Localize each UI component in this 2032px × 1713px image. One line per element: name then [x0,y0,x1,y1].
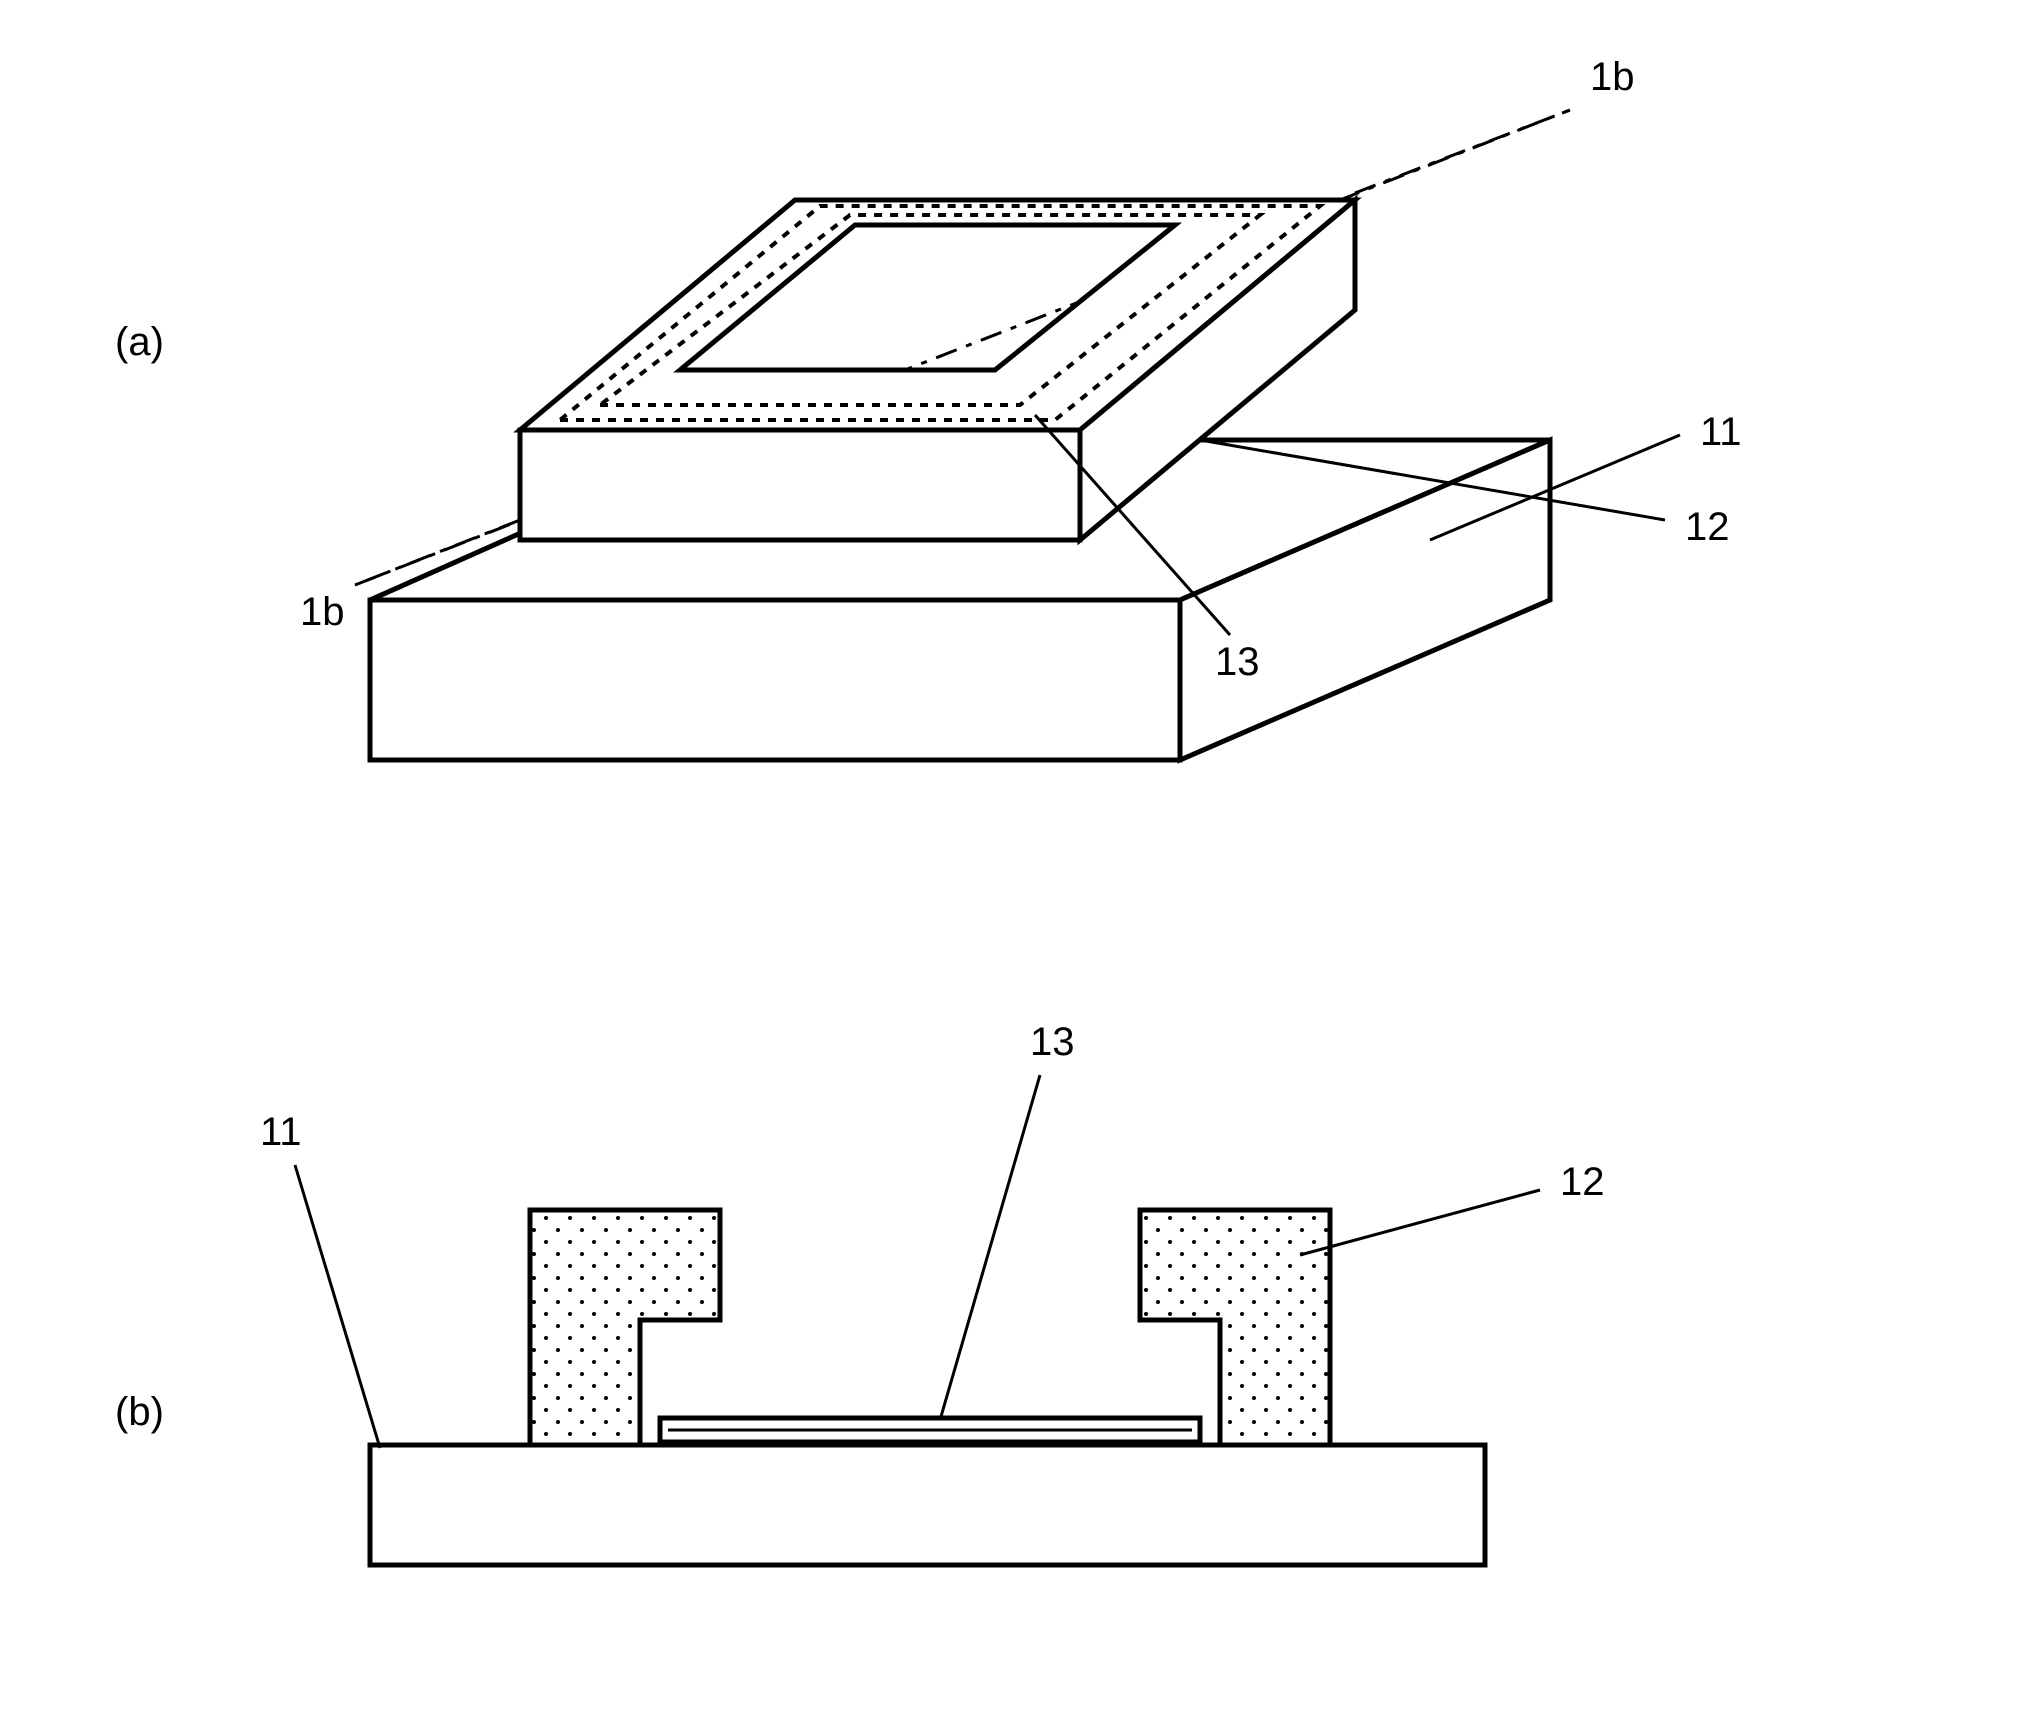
label-13-a: 13 [1215,640,1260,685]
leader-lines-b [295,1075,1540,1448]
diagram-canvas [0,0,2032,1713]
membrane-13 [660,1418,1200,1442]
label-11-b: 11 [260,1110,302,1155]
label-12-a: 12 [1685,505,1730,550]
figure-a [355,110,1680,760]
frame-left-12 [530,1210,720,1445]
label-11-a: 11 [1700,410,1742,455]
label-12-b: 12 [1560,1160,1605,1205]
figure-b [295,1075,1540,1565]
label-13-b: 13 [1030,1020,1075,1065]
panel-label-a: (a) [115,320,164,365]
frame-right-12 [1140,1210,1330,1445]
base-slab-11 [370,1445,1485,1565]
panel-label-b: (b) [115,1390,164,1435]
label-1b-top: 1b [1590,55,1635,100]
label-1b-bottom: 1b [300,590,345,635]
